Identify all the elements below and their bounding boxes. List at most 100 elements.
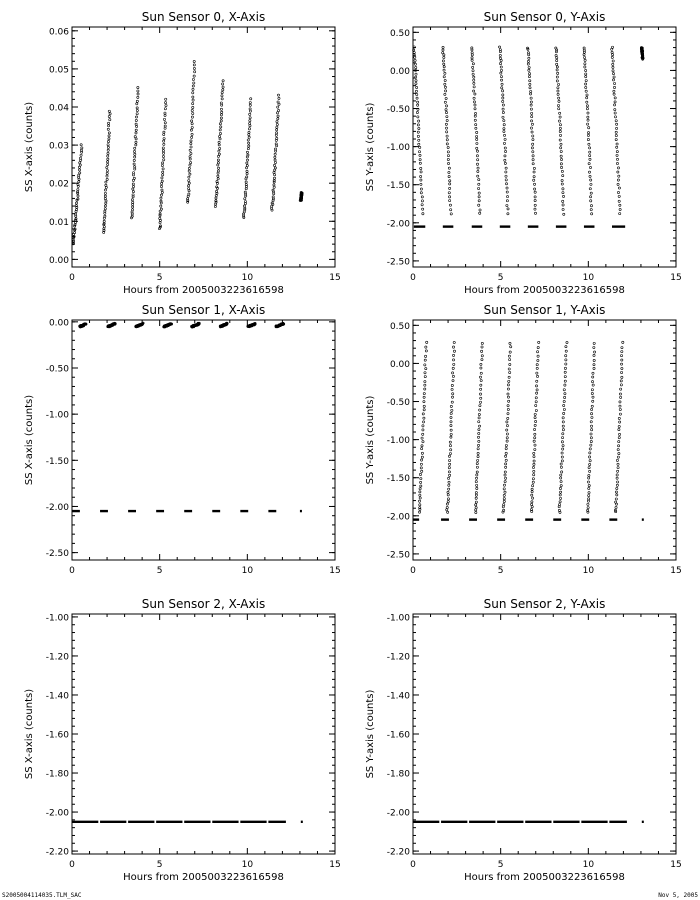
data-point [475, 146, 479, 150]
data-point [500, 86, 504, 90]
data-point [505, 199, 509, 203]
data-point [416, 134, 420, 138]
data-point [563, 379, 567, 383]
data-point [449, 448, 453, 452]
data-point [617, 452, 621, 455]
x-tick-label: 10 [242, 860, 254, 870]
data-point [480, 345, 484, 349]
y-tick-label: -2.00 [387, 512, 411, 522]
y-tick-label: -1.20 [46, 652, 70, 662]
data-point [506, 212, 510, 216]
data-point [529, 92, 532, 96]
data-point [612, 92, 616, 96]
data-point [192, 63, 196, 67]
data-point [425, 340, 429, 344]
data-point [588, 157, 592, 161]
data-point [248, 116, 252, 120]
x-axis-label: Hours from 2005003223616598 [123, 285, 284, 296]
data-point [248, 122, 252, 125]
data-point [503, 480, 507, 484]
data-point [617, 425, 621, 428]
data-point [537, 340, 541, 344]
data-point [191, 95, 195, 99]
data-point [557, 83, 560, 86]
data-point [243, 206, 247, 210]
data-point [162, 139, 166, 143]
data-point [502, 127, 506, 131]
data-point [560, 169, 564, 173]
data-point [532, 473, 536, 477]
data-point [614, 115, 617, 119]
data-point [506, 404, 510, 408]
data-point [618, 412, 622, 416]
chart-title: Sun Sensor 2, Y-Axis [484, 597, 606, 611]
data-point [474, 493, 478, 497]
data-point [477, 178, 481, 182]
data-point [587, 476, 591, 480]
x-tick-label: 0 [69, 860, 75, 870]
data-point [480, 349, 484, 353]
data-point [446, 150, 450, 154]
data-point [530, 100, 533, 104]
data-point [473, 92, 477, 96]
data-point [131, 205, 135, 209]
data-point [135, 125, 139, 128]
data-point [161, 161, 164, 165]
data-point [220, 94, 224, 98]
data-point [220, 107, 223, 111]
data-point [245, 164, 249, 168]
data-point [617, 428, 621, 431]
data-point [505, 204, 509, 207]
data-point [158, 225, 162, 229]
data-point [533, 195, 537, 199]
data-point [423, 358, 427, 362]
plot-frame [412, 26, 677, 268]
y-tick-label: 0.06 [49, 27, 69, 37]
data-point [620, 358, 624, 362]
data-point [614, 130, 618, 134]
data-point [221, 88, 225, 92]
data-point [135, 109, 139, 112]
data-point [588, 154, 592, 158]
data-point [442, 68, 446, 72]
x-axis-label: Hours from 2005003223616598 [464, 872, 625, 883]
data-point [506, 424, 509, 428]
data-point [442, 75, 446, 79]
data-point [158, 221, 162, 225]
data-point [615, 476, 619, 480]
data-point [108, 112, 112, 116]
y-tick-label: -2.00 [387, 219, 411, 229]
data-point [586, 510, 590, 514]
data-point [422, 420, 425, 424]
data-point [587, 142, 591, 146]
data-point [561, 199, 565, 203]
data-point [273, 163, 276, 167]
data-point [612, 89, 616, 93]
data-point [562, 412, 566, 415]
data-point [187, 181, 191, 185]
plot-frame [71, 613, 336, 855]
data-point [449, 208, 453, 212]
data-point [619, 392, 622, 396]
data-point [189, 139, 193, 143]
data-point [534, 211, 537, 215]
data-point [159, 199, 163, 203]
data-point [556, 71, 560, 75]
data-point [163, 117, 166, 121]
data-point [163, 113, 167, 117]
data-point [585, 93, 589, 97]
data-point [299, 191, 303, 194]
data-point [559, 146, 563, 150]
y-axis-label: SS X-axis (counts) [24, 395, 35, 485]
data-point [590, 404, 594, 408]
data-point [563, 396, 567, 399]
data-points [412, 45, 645, 228]
data-point [474, 508, 478, 512]
data-point [416, 115, 420, 119]
data-point [617, 194, 621, 198]
data-point [473, 118, 477, 122]
data-point [474, 503, 478, 507]
data-point [616, 178, 620, 182]
data-point [275, 137, 279, 140]
data-point [530, 508, 533, 512]
